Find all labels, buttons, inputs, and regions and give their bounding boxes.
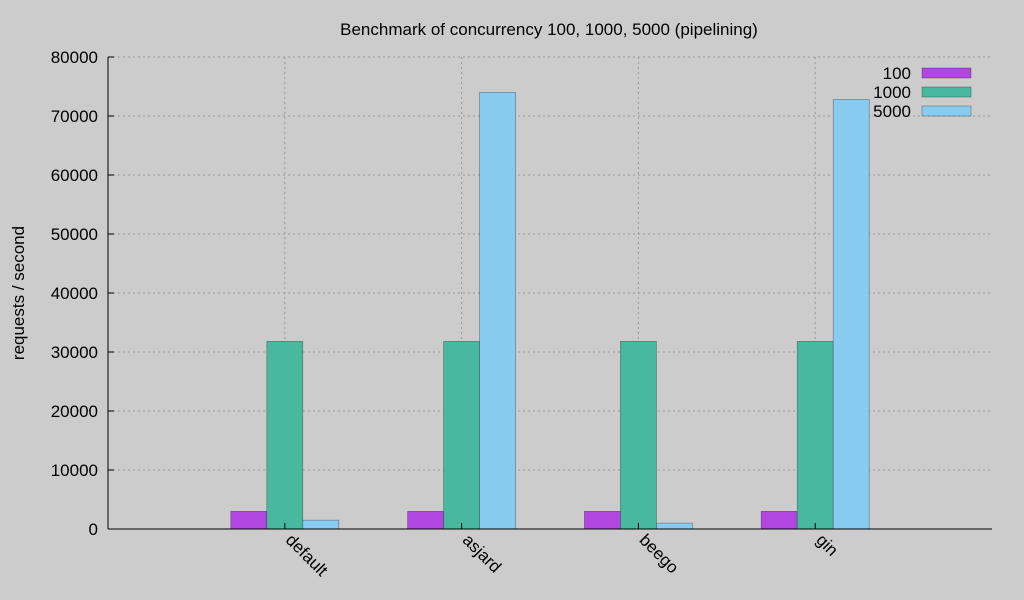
x-tick-label: asjard (459, 530, 505, 576)
legend-label: 100 (883, 64, 911, 83)
y-tick-label: 10000 (51, 461, 98, 480)
y-axis-ticks: 0 10000 20000 30000 40000 50000 60000 70000 8000… (51, 48, 114, 539)
bar-default-100 (230, 510, 268, 530)
x-tick-label: gin (812, 530, 841, 559)
y-tick-label: 50000 (51, 225, 98, 244)
chart-title: Benchmark of concurrency 100, 1000, 5000… (340, 20, 758, 39)
x-tick-label: default (282, 530, 332, 580)
legend-swatch (921, 67, 972, 79)
bars (230, 92, 870, 530)
bar-beego-1000 (620, 341, 657, 530)
bar-beego-5000 (656, 522, 693, 530)
y-tick-label: 60000 (51, 166, 98, 185)
legend-swatch (921, 105, 972, 117)
y-tick-label: 80000 (51, 48, 98, 67)
bar-asjard-100 (407, 510, 444, 530)
y-tick-label: 70000 (51, 107, 98, 126)
x-axis-ticks: default asjard beego gin (282, 523, 842, 580)
bar-default-5000 (302, 519, 340, 530)
y-tick-label: 0 (89, 520, 98, 539)
bar-gin-1000 (796, 341, 834, 530)
legend-label: 5000 (873, 102, 911, 121)
legend-swatch (921, 86, 972, 98)
bar-beego-100 (584, 510, 621, 530)
y-tick-label: 40000 (51, 284, 98, 303)
x-tick-label: beego (636, 530, 683, 577)
y-tick-label: 30000 (51, 343, 98, 362)
bar-gin-5000 (832, 99, 870, 530)
y-axis-label: requests / second (9, 226, 28, 360)
bar-asjard-1000 (443, 341, 480, 530)
bar-default-1000 (266, 341, 304, 530)
legend-label: 1000 (873, 83, 911, 102)
bar-asjard-5000 (479, 92, 516, 530)
y-tick-label: 20000 (51, 402, 98, 421)
bar-gin-100 (760, 510, 798, 530)
